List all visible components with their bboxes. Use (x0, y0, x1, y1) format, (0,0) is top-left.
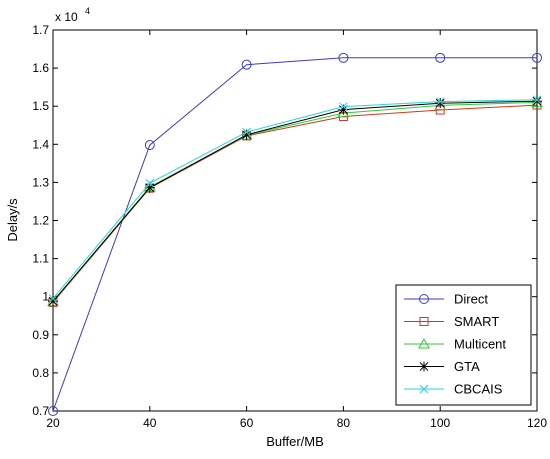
data-point-cbcais (339, 102, 348, 111)
legend-marker (419, 384, 429, 394)
legend: Direct SMART Multicent GTA CBCAIS (395, 284, 532, 406)
data-point-gta (48, 296, 58, 307)
data-point-cbcais (532, 95, 542, 105)
legend-item-smart: SMART (404, 314, 499, 329)
y-tick-label: 1.5 (32, 99, 49, 113)
y-exponent-power: 4 (85, 6, 90, 16)
legend-item-gta: GTA (404, 359, 480, 374)
legend-item-cbcais: CBCAIS (404, 382, 503, 397)
data-point-direct (435, 52, 446, 63)
legend-marker (418, 337, 430, 349)
x-axis-label: Buffer/MB (266, 434, 324, 449)
legend-box (395, 284, 532, 406)
series-direct (48, 52, 542, 416)
data-point-multicent (434, 99, 447, 110)
data-point-cbcais (145, 178, 155, 188)
y-tick-label: 1.2 (32, 214, 49, 228)
data-point-direct (48, 406, 58, 416)
legend-label: CBCAIS (454, 382, 503, 397)
y-tick-label: 1.4 (32, 137, 49, 151)
legend-marker (419, 294, 429, 304)
x-tick-label: 120 (527, 416, 547, 430)
x-tick-label: 40 (143, 416, 157, 430)
legend-label: Direct (454, 292, 488, 307)
y-tick-label: 1.1 (32, 252, 49, 266)
legend-item-multicent: Multicent (404, 337, 506, 352)
data-point-direct (532, 52, 542, 63)
y-exponent-base: x 10 (55, 10, 78, 24)
data-point-cbcais (48, 294, 58, 303)
y-tick-label: 1.7 (32, 23, 49, 37)
series-line-direct (52, 57, 537, 412)
series-line-gta (52, 100, 538, 302)
y-tick-label: 1.3 (32, 175, 49, 189)
legend-label: SMART (454, 314, 499, 329)
data-point-cbcais (435, 97, 445, 106)
y-tick-label: 1.6 (32, 61, 49, 75)
series-cbcais (48, 95, 542, 303)
x-tick-label: 80 (337, 416, 351, 430)
legend-label: Multicent (454, 337, 506, 352)
data-point-gta (435, 98, 446, 109)
x-tick-label: 60 (240, 416, 254, 430)
data-point-direct (241, 59, 252, 70)
legend-label: GTA (454, 359, 480, 374)
series-line-cbcais (52, 99, 538, 299)
x-tick-label: 20 (46, 416, 60, 430)
data-point-gta (241, 129, 252, 140)
y-tick-label: 1 (42, 290, 49, 304)
data-point-gta (144, 182, 155, 193)
y-axis-label: Delay/s (5, 198, 20, 242)
data-point-cbcais (242, 127, 251, 137)
y-tick-label: 0.9 (32, 328, 49, 342)
y-tick-label: 0.8 (32, 366, 49, 380)
data-point-gta (338, 104, 349, 115)
legend-marker (419, 317, 429, 326)
legend-item-direct: Direct (404, 292, 488, 307)
data-point-direct (338, 52, 349, 63)
x-tick-label: 100 (430, 416, 450, 430)
data-point-gta (532, 96, 542, 107)
data-point-direct (144, 140, 155, 151)
series-gta (48, 96, 542, 307)
legend-marker (419, 361, 429, 372)
y-tick-label: 0.7 (32, 404, 49, 418)
